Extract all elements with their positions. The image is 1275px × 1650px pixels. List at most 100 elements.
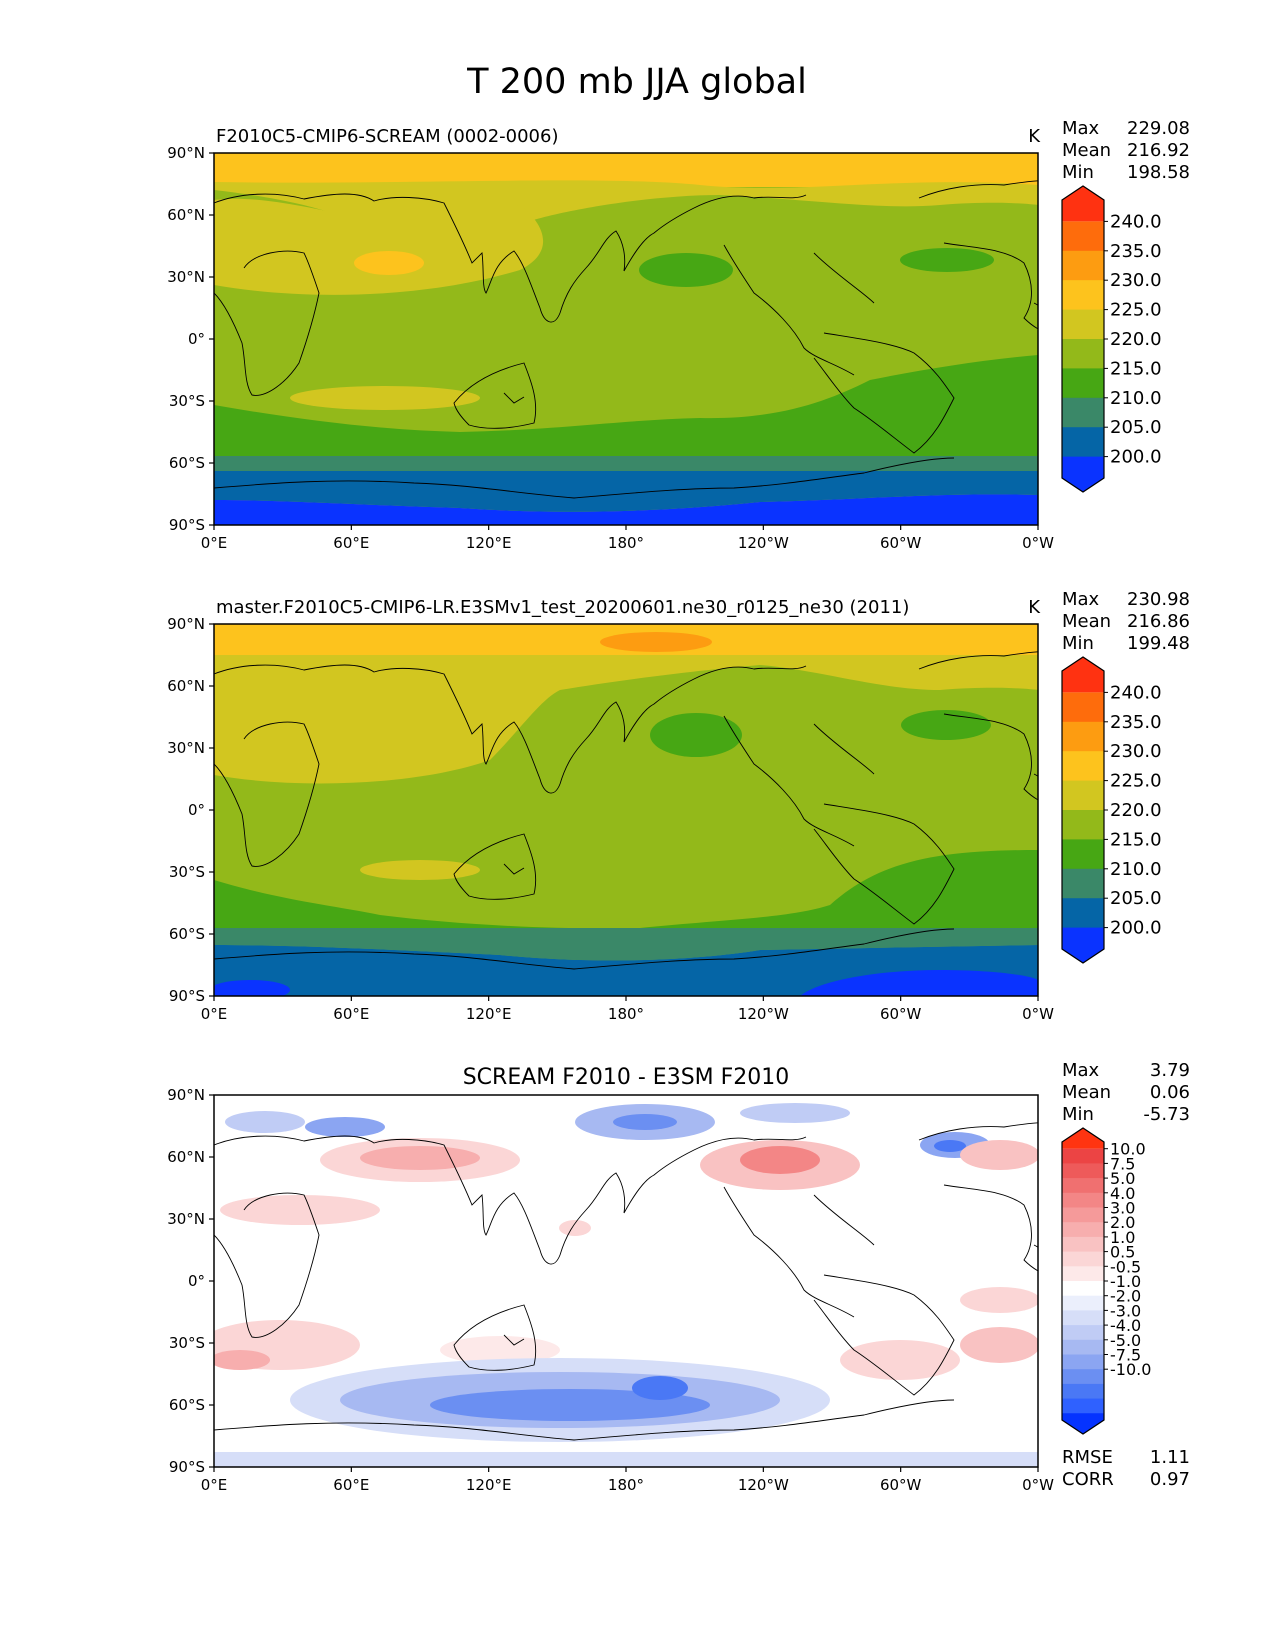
band-antarctic-coast — [214, 471, 1038, 512]
colorbar-cell — [1062, 456, 1104, 492]
region-antarctic-cold-east — [800, 970, 1038, 996]
region-eurasia-warm — [214, 655, 1038, 784]
colorbar-label: -7.5 — [1110, 1346, 1141, 1365]
colorbar-label: 215.0 — [1110, 358, 1162, 379]
colorbar-cell — [1062, 1178, 1104, 1194]
colorbar-cell — [1062, 898, 1104, 929]
colorbar-label: 10.0 — [1110, 1140, 1146, 1159]
x-tick-label: 60°E — [333, 1476, 369, 1494]
region-pacific-cool — [650, 713, 742, 757]
x-tick-label: 120°E — [466, 534, 512, 552]
stat-value: 198.58 — [1127, 162, 1190, 183]
stat-label: Mean — [1062, 1082, 1111, 1103]
y-axis: 90°N 60°N 30°N 0° 30°S 60°S 90°S — [167, 1086, 214, 1476]
y-tick-label: 30°N — [167, 268, 205, 286]
x-tick-label: 60°W — [880, 534, 922, 552]
x-tick-label: 0°E — [201, 534, 228, 552]
colorbar-cell — [1062, 1251, 1104, 1267]
stat-value: -5.73 — [1143, 1104, 1190, 1125]
stat-label: Min — [1062, 162, 1094, 183]
y-tick-label: 90°S — [169, 987, 205, 1005]
metric-value: 1.11 — [1150, 1447, 1190, 1468]
band-southern-ocean — [214, 928, 1038, 961]
colorbar-label: 1.0 — [1110, 1228, 1135, 1247]
colorbar-label: -1.0 — [1110, 1272, 1141, 1291]
colorbar-cell — [1062, 751, 1104, 782]
colorbar-outline — [1061, 1127, 1105, 1435]
y-tick-label: 0° — [188, 801, 205, 819]
x-tick-label: 180° — [608, 1005, 644, 1023]
colorbar-label: 235.0 — [1110, 712, 1162, 733]
colorbar-cell — [1062, 1398, 1104, 1414]
region-south-indian-warm — [290, 386, 480, 410]
x-tick-label: 120°W — [738, 1005, 789, 1023]
colorbar-cell — [1062, 1325, 1104, 1341]
colorbar-label: 200.0 — [1110, 918, 1162, 939]
colorbar-outline — [1061, 656, 1105, 964]
colorbar-cell — [1062, 1413, 1104, 1434]
y-tick-label: 90°N — [167, 144, 205, 162]
y-tick-label: 30°S — [169, 863, 205, 881]
colorbar-cell — [1062, 1192, 1104, 1208]
metric-label: RMSE — [1062, 1447, 1113, 1468]
region-south-indian-warm — [360, 860, 480, 880]
y-tick-label: 60°N — [167, 206, 205, 224]
map-field — [214, 153, 1038, 525]
colorbar-cell — [1062, 397, 1104, 428]
x-tick-label: 120°W — [738, 1476, 789, 1494]
units-label: K — [1028, 597, 1041, 618]
colorbar-label: 2.0 — [1110, 1213, 1135, 1232]
colorbar-cell — [1062, 1128, 1104, 1149]
colorbar-cell — [1062, 1148, 1104, 1164]
stat-value: 230.98 — [1127, 589, 1190, 610]
metrics-block: RMSE 1.11 CORR 0.97 — [1062, 1447, 1190, 1490]
metric-value: 0.97 — [1150, 1469, 1190, 1490]
region-pacific-cool — [639, 253, 733, 287]
y-tick-label: 60°N — [167, 677, 205, 695]
colorbar-label: -4.0 — [1110, 1316, 1141, 1335]
x-axis: 0°E 60°E 120°E 180° 120°W 60°W 0°W — [201, 1467, 1054, 1494]
colorbar-cell — [1062, 221, 1104, 252]
stat-value: 199.48 — [1127, 633, 1190, 654]
metric-label: CORR — [1062, 1469, 1114, 1490]
stat-value: 0.06 — [1150, 1082, 1190, 1103]
stat-label: Max — [1062, 1060, 1100, 1081]
map-field — [214, 1095, 1038, 1467]
colorbar: 240.0 235.0 230.0 225.0 220.0 215.0 210.0 205.0… — [1061, 185, 1162, 493]
colorbar-cell — [1062, 657, 1104, 693]
y-tick-label: 90°S — [169, 1458, 205, 1476]
y-tick-label: 30°S — [169, 1334, 205, 1352]
colorbar-cell — [1062, 186, 1104, 222]
figure-title: T 200 mb JJA global — [466, 62, 807, 102]
panel-diff: SCREAM F2010 - E3SM F2010 — [167, 1060, 1190, 1494]
x-tick-label: 180° — [608, 534, 644, 552]
y-tick-label: 30°S — [169, 392, 205, 410]
colorbar-label: 205.0 — [1110, 417, 1162, 438]
colorbar-cell — [1062, 1295, 1104, 1311]
colorbar: 240.0 235.0 230.0 225.0 220.0 215.0 210.0 205.0… — [1061, 656, 1162, 964]
colorbar-label: 235.0 — [1110, 241, 1162, 262]
panel-e3sm: master.F2010C5-CMIP6-LR.E3SMv1_test_2020… — [167, 589, 1190, 1023]
stat-label: Min — [1062, 1104, 1094, 1125]
colorbar-cell — [1062, 1383, 1104, 1400]
stat-label: Max — [1062, 118, 1100, 139]
colorbar-label: -5.0 — [1110, 1331, 1141, 1350]
colorbar-label: 7.5 — [1110, 1154, 1135, 1173]
colorbar-cell — [1062, 368, 1104, 399]
colorbar-label: 240.0 — [1110, 682, 1162, 703]
colorbar-label: 220.0 — [1110, 800, 1162, 821]
colorbar-label: 3.0 — [1110, 1199, 1135, 1218]
x-tick-label: 0°W — [1022, 1476, 1054, 1494]
colorbar-label: 225.0 — [1110, 300, 1162, 321]
colorbar-label: 230.0 — [1110, 270, 1162, 291]
y-tick-label: 90°S — [169, 516, 205, 534]
panel-scream: F2010C5-CMIP6-SCREAM (0002-0006) K 0°E 60… — [167, 118, 1190, 552]
colorbar-label: 240.0 — [1110, 211, 1162, 232]
region-atlantic-cool — [900, 248, 994, 272]
stats-block: Max 229.08 Mean 216.92 Min 198.58 — [1062, 118, 1190, 183]
panel-title: master.F2010C5-CMIP6-LR.E3SMv1_test_2020… — [216, 597, 909, 618]
colorbar-cell — [1062, 1163, 1104, 1179]
stat-value: 216.92 — [1127, 140, 1190, 161]
colorbar-cell — [1062, 839, 1104, 870]
colorbar-cell — [1062, 780, 1104, 811]
